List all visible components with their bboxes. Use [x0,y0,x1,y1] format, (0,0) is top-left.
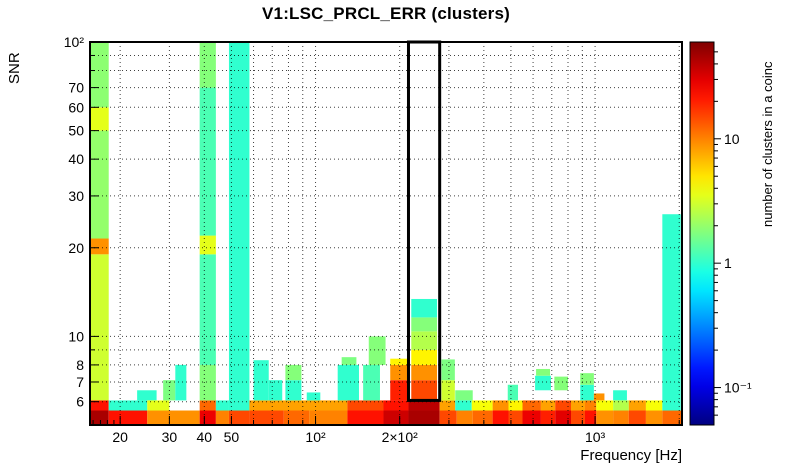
y-axis-title: SNR [6,52,23,84]
heatmap-bins [90,42,682,425]
colorbar: 10⁻¹ 1 10 [689,41,752,426]
svg-text:40: 40 [68,151,84,167]
svg-text:40: 40 [197,429,213,445]
svg-text:50: 50 [68,123,84,139]
svg-text:10: 10 [724,131,740,147]
svg-text:8: 8 [76,357,84,373]
svg-text:60: 60 [68,99,84,115]
svg-text:30: 30 [68,188,84,204]
plot-frame [89,41,683,426]
svg-text:10³: 10³ [585,429,606,445]
svg-text:10²: 10² [305,429,326,445]
svg-text:10: 10 [68,328,84,344]
grid-lines [90,41,682,425]
chart-title: V1:LSC_PRCL_ERR (clusters) [262,4,510,23]
axes: 20 30 40 50 10² 2×10² 10³ 6 78 10 20 30 40 50 60 70 10² [64,34,680,445]
svg-text:7: 7 [76,374,84,390]
svg-text:2×10²: 2×10² [382,429,419,445]
svg-text:50: 50 [224,429,240,445]
svg-text:30: 30 [162,429,178,445]
svg-text:6: 6 [76,394,84,410]
x-axis-title: Frequency [Hz] [580,447,682,464]
svg-text:70: 70 [68,80,84,96]
svg-text:20: 20 [68,240,84,256]
colorbar-title: number of clusters in a coinc [760,61,775,227]
svg-text:20: 20 [112,429,128,445]
svg-text:10⁻¹: 10⁻¹ [724,380,752,396]
highlight-box [406,40,442,402]
svg-text:1: 1 [724,255,732,271]
svg-text:10²: 10² [64,34,85,50]
